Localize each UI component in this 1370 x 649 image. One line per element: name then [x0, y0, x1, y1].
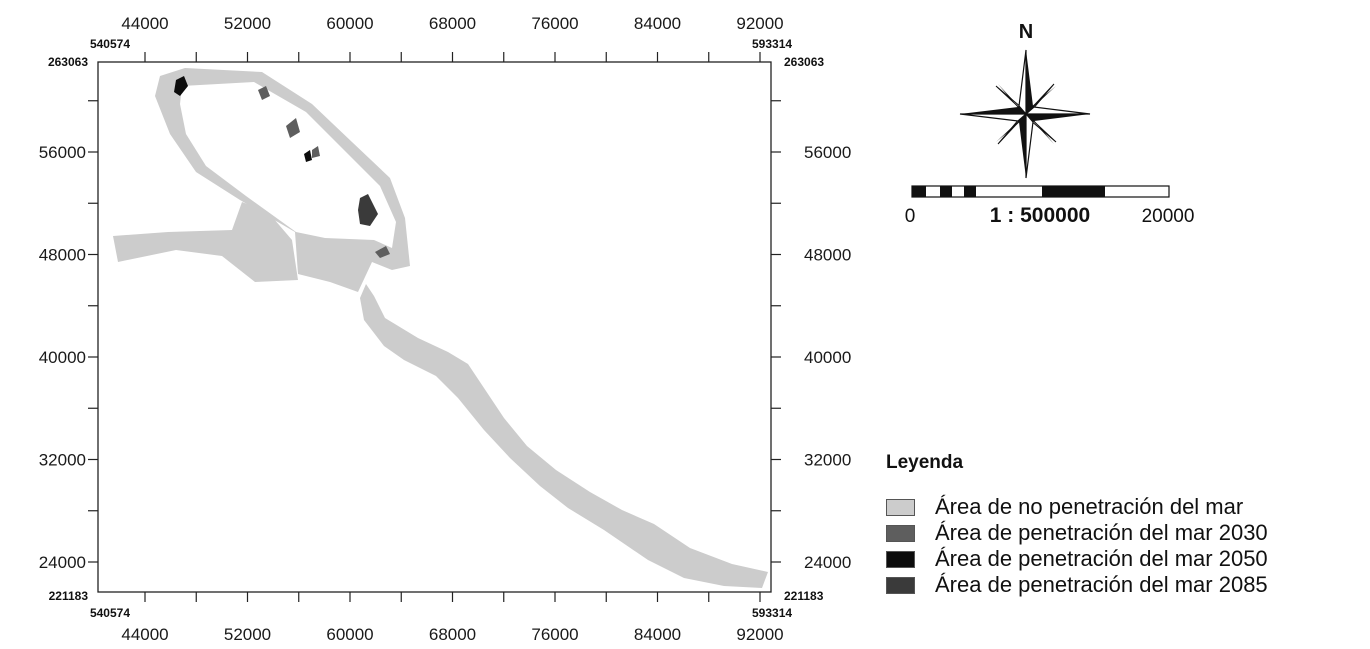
- corner-bottom-left-y: 221183: [49, 589, 89, 603]
- top-tick-label: 44000: [121, 14, 168, 33]
- top-tick-label: 84000: [634, 14, 681, 33]
- bottom-tick-label: 44000: [121, 625, 168, 644]
- legend-item-2050: Área de penetración del mar 2050: [886, 546, 1366, 572]
- right-tick-label: 48000: [804, 246, 851, 265]
- left-tick-label: 48000: [39, 246, 86, 265]
- top-tick-label: 76000: [531, 14, 578, 33]
- corner-top-left-x: 540574: [90, 37, 130, 51]
- top-tick-label: 68000: [429, 14, 476, 33]
- penetration-2050-area: [174, 76, 312, 162]
- axis-tick-labels: 44000 44000 52000 52000 60000 60000 68000 68000…: [39, 14, 852, 644]
- legend: Leyenda Área de no penetración del mar Á…: [886, 452, 1366, 598]
- corner-bottom-right-y: 221183: [784, 589, 824, 603]
- scale-end-label: 20000: [1142, 206, 1195, 227]
- right-tick-label: 40000: [804, 348, 851, 367]
- legend-swatch: [886, 498, 915, 516]
- legend-label: Área de penetración del mar 2030: [935, 520, 1268, 545]
- legend-title: Leyenda: [886, 452, 964, 473]
- right-tick-label: 56000: [804, 143, 851, 162]
- corner-bottom-left-x: 540574: [90, 606, 130, 620]
- top-tick-label: 60000: [326, 14, 373, 33]
- legend-item-2030: Área de penetración del mar 2030: [886, 520, 1366, 546]
- penetration-2085-area: [358, 194, 378, 226]
- legend-label: Área de penetración del mar 2085: [935, 572, 1268, 597]
- bottom-tick-label: 68000: [429, 625, 476, 644]
- legend-label: Área de penetración del mar 2050: [935, 546, 1268, 571]
- left-tick-label: 56000: [39, 143, 86, 162]
- left-tick-label: 32000: [39, 451, 86, 470]
- corner-top-left-y: 263063: [48, 55, 88, 69]
- penetration-2030-area: [258, 86, 390, 258]
- left-tick-label: 24000: [39, 553, 86, 572]
- legend-label: Área de no penetración del mar: [935, 494, 1244, 519]
- bottom-tick-label: 92000: [736, 625, 783, 644]
- right-tick-label: 24000: [804, 553, 851, 572]
- compass-rose-icon: [959, 49, 1091, 179]
- corner-bottom-right-x: 593314: [752, 606, 792, 620]
- legend-swatch: [886, 550, 915, 568]
- top-tick-label: 92000: [736, 14, 783, 33]
- corner-top-right-y: 263063: [784, 55, 824, 69]
- right-tick-label: 32000: [804, 451, 851, 470]
- north-arrow: N: [959, 21, 1091, 179]
- scale-bar: 0 1 : 500000 20000: [905, 185, 1195, 227]
- legend-swatch: [886, 524, 915, 542]
- corner-top-right-x: 593314: [752, 37, 792, 51]
- north-label: N: [1019, 21, 1033, 43]
- top-tick-label: 52000: [224, 14, 271, 33]
- bottom-tick-label: 52000: [224, 625, 271, 644]
- bottom-tick-label: 84000: [634, 625, 681, 644]
- scale-ratio-label: 1 : 500000: [990, 204, 1090, 227]
- scale-start-label: 0: [905, 206, 916, 227]
- axis-ticks: [88, 52, 781, 602]
- bottom-tick-label: 60000: [326, 625, 373, 644]
- bottom-tick-label: 76000: [531, 625, 578, 644]
- map-frame: [97, 61, 772, 593]
- legend-item-2085: Área de penetración del mar 2085: [886, 572, 1366, 598]
- legend-item-no-penetration: Área de no penetración del mar: [886, 494, 1366, 520]
- legend-swatch: [886, 576, 915, 594]
- left-tick-label: 40000: [39, 348, 86, 367]
